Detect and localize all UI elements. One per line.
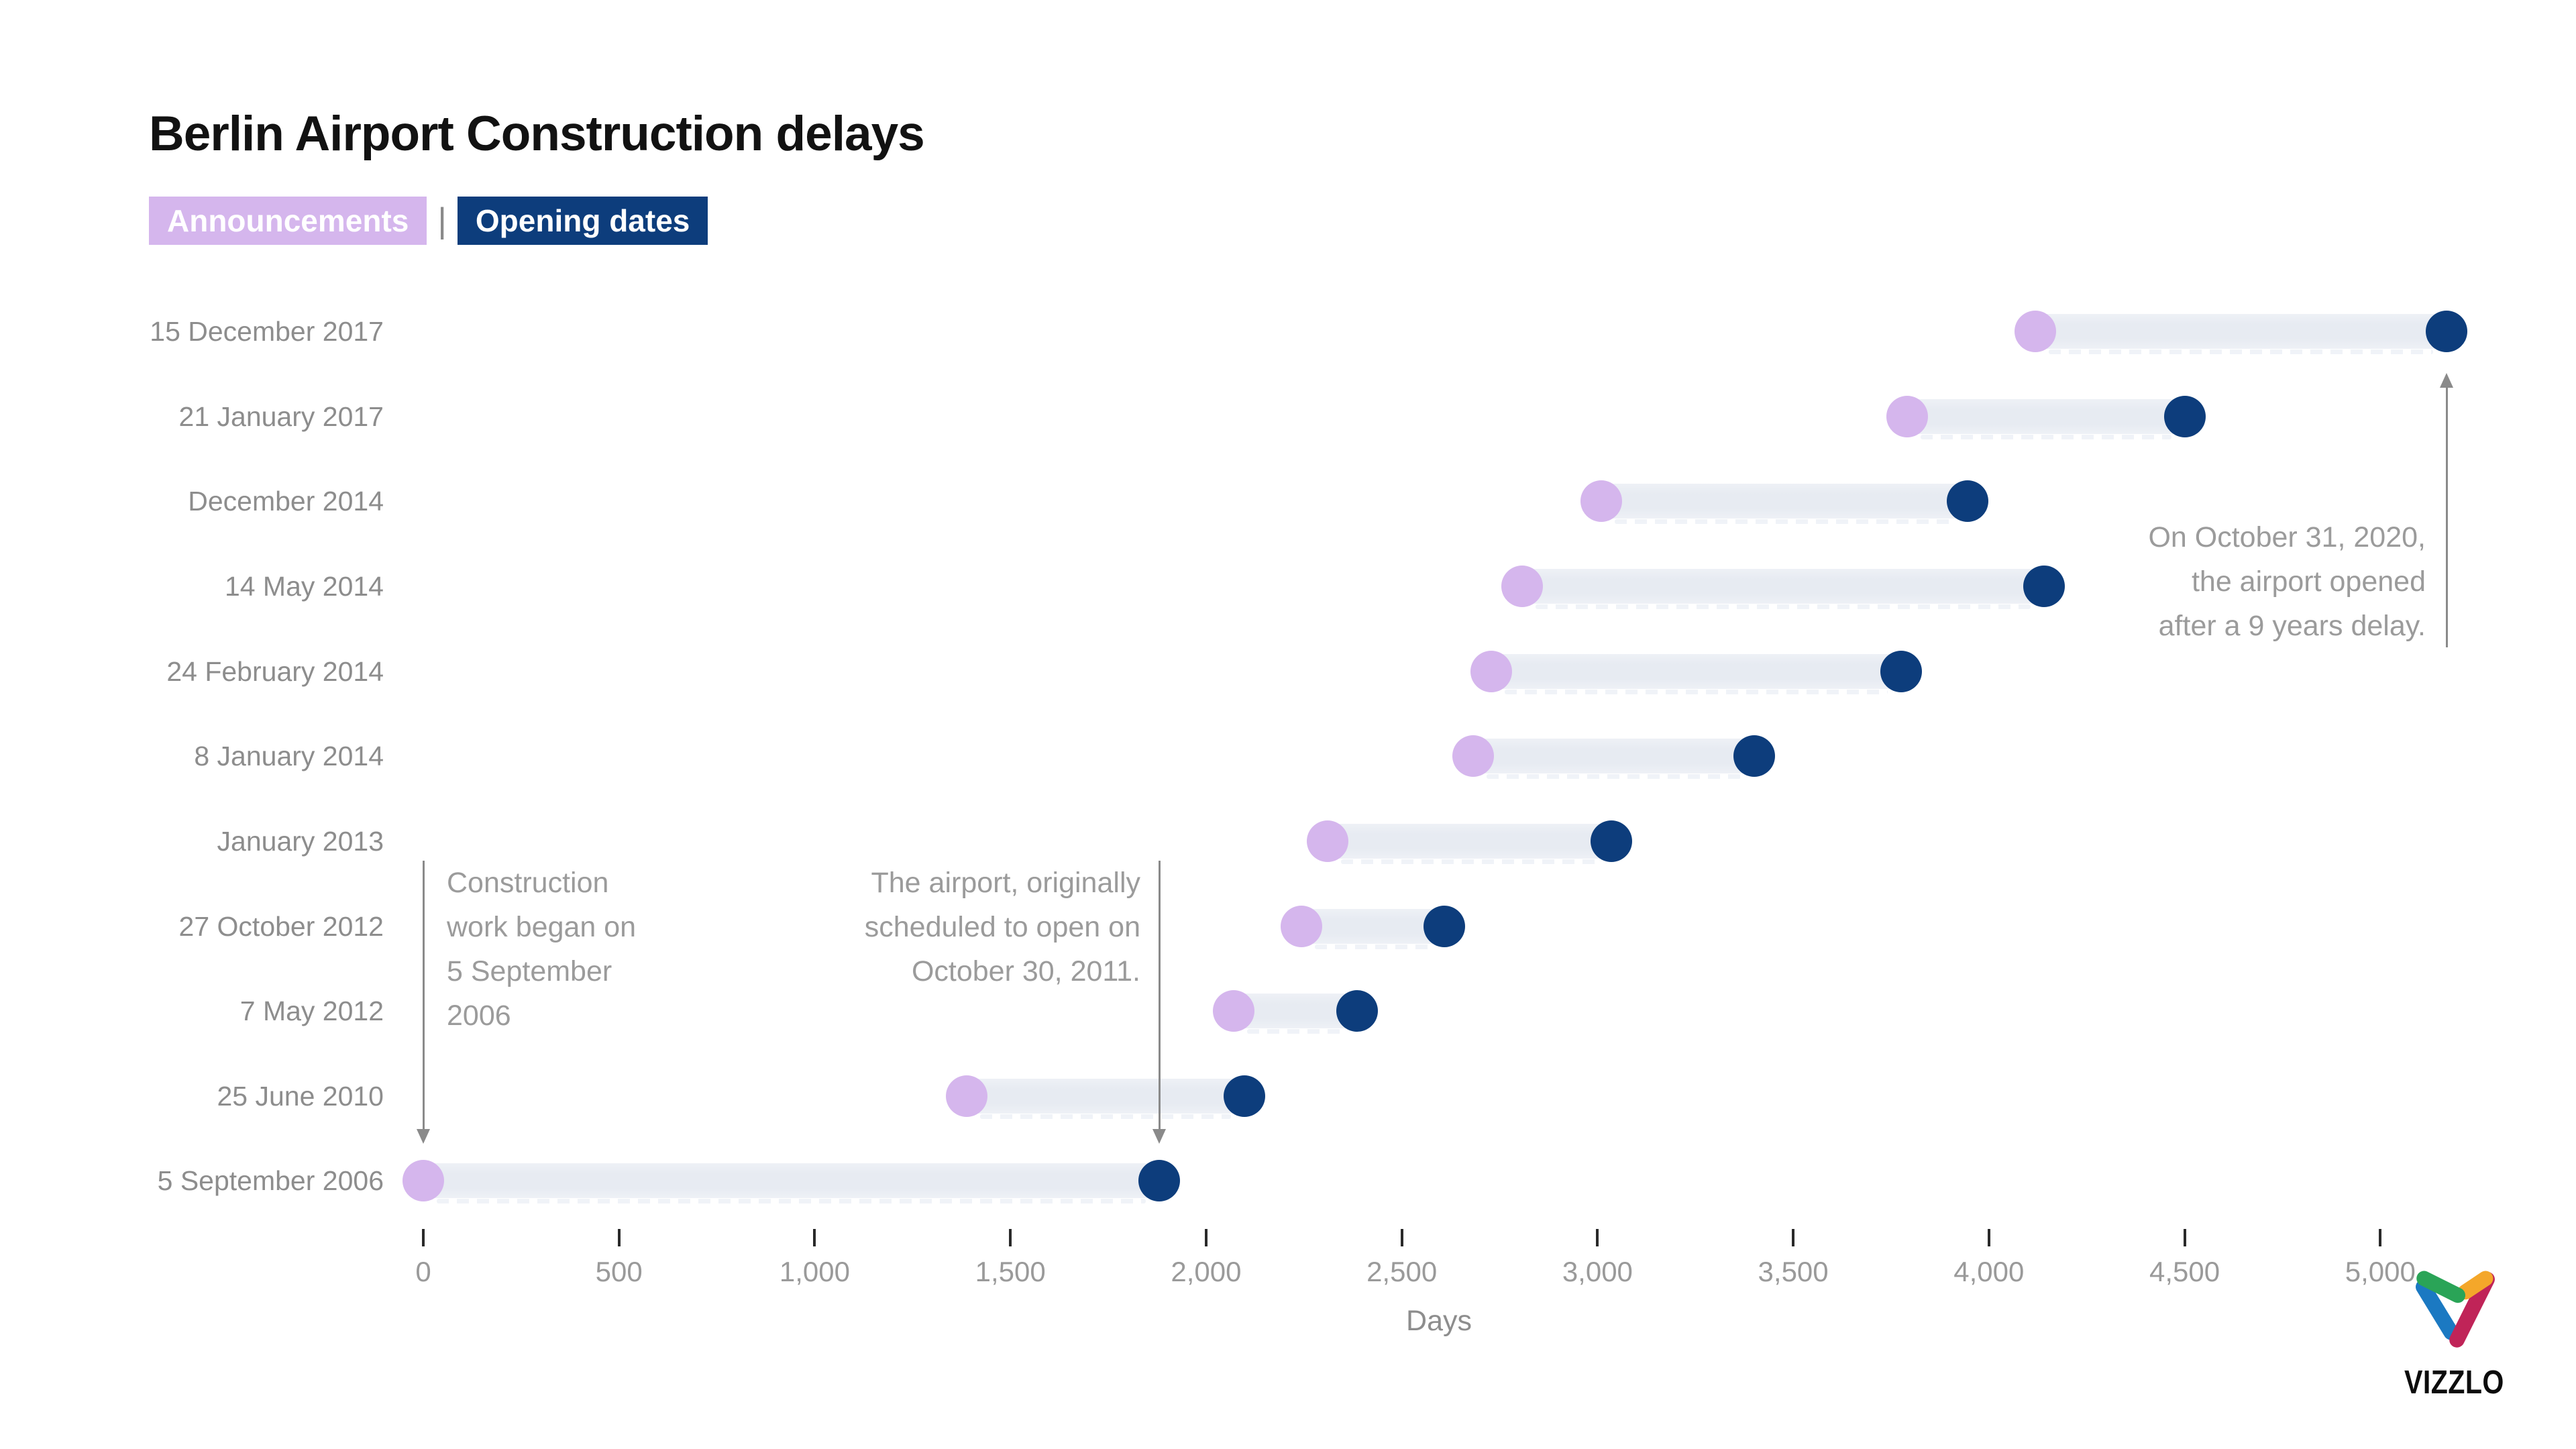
annotation-text: On October 31, 2020, the airport opened af… bbox=[2148, 521, 2426, 642]
x-tick-label: 1,000 bbox=[779, 1256, 850, 1287]
annotation-text: Construction work began on 5 September 2006 bbox=[447, 867, 637, 1032]
row-bar-texture bbox=[1340, 859, 1598, 864]
opening-date-dot bbox=[1138, 1160, 1181, 1201]
row-bar bbox=[1309, 824, 1629, 859]
x-tick-label: 500 bbox=[595, 1256, 643, 1287]
row-bar-texture bbox=[437, 1199, 1146, 1203]
x-tick-mark bbox=[1204, 1229, 1208, 1246]
vizzlo-logo: VIZZLO bbox=[2404, 1270, 2552, 1401]
vizzlo-wordmark: VIZZLO bbox=[2404, 1364, 2504, 1401]
announcement-dot bbox=[1281, 906, 1323, 947]
opening-date-dot bbox=[1424, 906, 1466, 947]
row-bar-texture bbox=[1615, 519, 1954, 524]
row-bar bbox=[1505, 569, 2061, 604]
x-tick-mark bbox=[1009, 1229, 1012, 1246]
row-bar bbox=[2018, 314, 2465, 349]
opening-date-dot bbox=[1336, 990, 1378, 1032]
row-bar-texture bbox=[1920, 435, 2171, 439]
x-tick-label: 3,500 bbox=[1758, 1256, 1829, 1287]
x-axis-title: Days bbox=[1406, 1305, 1472, 1337]
row-bar-texture bbox=[1315, 945, 1432, 949]
row-label: 15 December 2017 bbox=[150, 316, 384, 347]
annotation-arrowhead-up bbox=[2440, 373, 2454, 388]
x-tick-mark bbox=[422, 1229, 425, 1246]
row-bar bbox=[406, 1163, 1177, 1198]
opening-date-dot bbox=[1590, 820, 1632, 862]
opening-date-dot bbox=[1733, 735, 1775, 777]
annotation-arrow-line bbox=[422, 861, 425, 1129]
legend-chip-opening-dates: Opening dates bbox=[457, 197, 708, 245]
opening-date-dot bbox=[1224, 1075, 1266, 1117]
chart-title: Berlin Airport Construction delays bbox=[149, 107, 925, 161]
annotation-arrowhead-down bbox=[417, 1129, 430, 1144]
row-label: 5 September 2006 bbox=[157, 1165, 384, 1196]
x-tick-mark bbox=[813, 1229, 816, 1246]
x-tick-mark bbox=[1596, 1229, 1599, 1246]
vizzlo-logo-mark bbox=[2416, 1271, 2495, 1348]
x-tick-label: 2,000 bbox=[1171, 1256, 1242, 1287]
x-tick-mark bbox=[617, 1229, 621, 1246]
x-tick-label: 4,500 bbox=[2149, 1256, 2220, 1287]
row-label: 8 January 2014 bbox=[194, 741, 384, 771]
annotation-arrow-line bbox=[1158, 861, 1161, 1129]
row-label: January 2013 bbox=[217, 826, 384, 857]
announcement-dot bbox=[1501, 566, 1544, 607]
legend-chip-announcements: Announcements bbox=[149, 197, 427, 245]
row-label: December 2014 bbox=[188, 486, 384, 517]
x-tick-mark bbox=[1792, 1229, 1795, 1246]
row-label: 21 January 2017 bbox=[178, 401, 384, 432]
x-tick-label: 3,000 bbox=[1562, 1256, 1633, 1287]
announcement-dot bbox=[402, 1160, 444, 1201]
x-tick-label: 5,000 bbox=[2345, 1256, 2416, 1287]
row-bar-texture bbox=[1247, 1029, 1344, 1034]
row-label: 14 May 2014 bbox=[224, 571, 384, 602]
annotation-text: The airport, originally scheduled to open… bbox=[864, 867, 1140, 987]
announcement-dot bbox=[1470, 651, 1513, 692]
opening-date-dot bbox=[2426, 311, 2468, 352]
announcement-dot bbox=[1580, 480, 1623, 522]
x-tick-mark bbox=[1987, 1229, 1990, 1246]
opening-date-dot bbox=[1880, 651, 1922, 692]
annotation-arrowhead-down bbox=[1152, 1129, 1167, 1144]
row-label: 24 February 2014 bbox=[166, 656, 384, 687]
row-bar bbox=[1889, 399, 2202, 434]
row-bar bbox=[949, 1079, 1263, 1114]
x-tick-mark bbox=[2379, 1229, 2382, 1246]
announcement-dot bbox=[1886, 396, 1928, 437]
opening-date-dot bbox=[2163, 396, 2206, 437]
x-tick-mark bbox=[2183, 1229, 2186, 1246]
row-label: 25 June 2010 bbox=[217, 1081, 384, 1112]
announcement-dot bbox=[1213, 990, 1255, 1032]
row-bar bbox=[1584, 484, 1985, 519]
row-bar-texture bbox=[980, 1114, 1232, 1119]
announcement-dot bbox=[1452, 735, 1494, 777]
row-bar bbox=[1474, 654, 1919, 689]
legend: Announcements | Opening dates bbox=[149, 196, 708, 246]
row-bar-texture bbox=[1536, 604, 2031, 609]
x-tick-label: 2,500 bbox=[1366, 1256, 1438, 1287]
announcement-dot bbox=[1306, 820, 1348, 862]
x-tick-label: 1,500 bbox=[975, 1256, 1046, 1287]
row-bar-texture bbox=[1505, 690, 1888, 694]
announcement-dot bbox=[946, 1075, 988, 1117]
opening-date-dot bbox=[2023, 566, 2065, 607]
row-label: 27 October 2012 bbox=[178, 911, 384, 942]
row-bar bbox=[1455, 739, 1772, 773]
x-tick-label: 4,000 bbox=[1953, 1256, 2025, 1287]
row-label: 7 May 2012 bbox=[239, 996, 384, 1026]
opening-date-dot bbox=[1946, 480, 1988, 522]
row-bar-texture bbox=[2049, 350, 2434, 354]
x-tick-mark bbox=[1400, 1229, 1403, 1246]
row-bar-texture bbox=[1486, 774, 1741, 779]
announcement-dot bbox=[2015, 311, 2057, 352]
x-tick-label: 0 bbox=[415, 1256, 431, 1287]
legend-separator: | bbox=[437, 201, 447, 240]
annotation-arrow-line bbox=[2445, 388, 2448, 647]
